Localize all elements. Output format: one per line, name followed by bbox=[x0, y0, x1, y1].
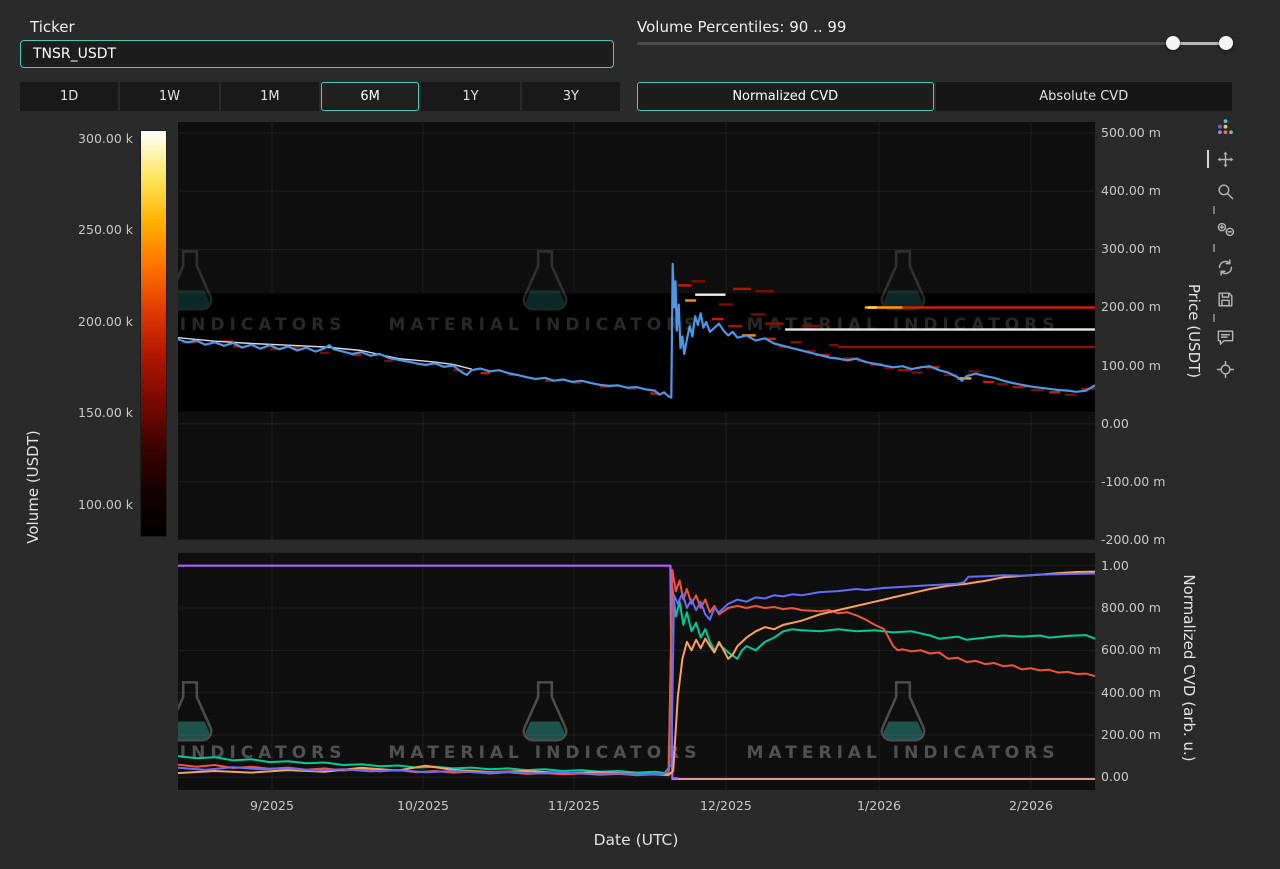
pan-icon[interactable] bbox=[1214, 148, 1236, 170]
volume-tick-label: 100.00 k bbox=[52, 497, 133, 512]
timeframe-group: 1D1W1M6M1Y3Y bbox=[20, 82, 620, 111]
modebar-separator bbox=[1213, 314, 1215, 322]
price-tick-label: -100.00 m bbox=[1101, 474, 1165, 489]
volume-axis-title: Volume (USDT) bbox=[24, 430, 42, 543]
price-tick-label: 400.00 m bbox=[1101, 183, 1161, 198]
svg-text:MATERIAL INDICATORS: MATERIAL INDICATORS bbox=[747, 315, 1060, 335]
cvd-mode-button-absolute-cvd[interactable]: Absolute CVD bbox=[936, 82, 1233, 111]
volume-tick-label: 250.00 k bbox=[52, 222, 133, 237]
cvd-tick-label: 800.00 m bbox=[1101, 600, 1161, 615]
flask-icon bbox=[178, 251, 211, 309]
cvd-tick-label: 200.00 m bbox=[1101, 727, 1161, 742]
slider-handle-low[interactable] bbox=[1166, 36, 1180, 50]
svg-text:MATERIAL INDICATORS: MATERIAL INDICATORS bbox=[389, 315, 702, 335]
cvd-mode-group: Normalized CVDAbsolute CVD bbox=[637, 82, 1232, 111]
modebar-separator bbox=[1213, 244, 1215, 252]
svg-text:MATERIAL INDICATORS: MATERIAL INDICATORS bbox=[747, 743, 1060, 763]
plotly-logo-icon[interactable] bbox=[1214, 116, 1236, 138]
date-tick-label: 12/2025 bbox=[700, 798, 752, 813]
flask-icon bbox=[882, 682, 924, 740]
flask-icon bbox=[524, 682, 566, 740]
date-tick-label: 10/2025 bbox=[397, 798, 449, 813]
price-axis-title: Price (USDT) bbox=[1185, 284, 1203, 378]
slider-handle-high[interactable] bbox=[1219, 36, 1233, 50]
price-tick-label: 100.00 m bbox=[1101, 358, 1161, 373]
date-axis-title: Date (UTC) bbox=[594, 831, 679, 849]
cvd-tick-label: 600.00 m bbox=[1101, 642, 1161, 657]
price-tick-label: 200.00 m bbox=[1101, 299, 1161, 314]
volume-colorbar bbox=[140, 130, 167, 537]
price-heatmap-chart[interactable]: MATERIAL INDICATORS MATERIAL INDICATORS MA… bbox=[178, 122, 1095, 540]
material-indicators-watermark: MATERIAL INDICATORS bbox=[389, 682, 702, 763]
ticker-label: Ticker bbox=[30, 18, 75, 36]
cvd-axis-title: Normalized CVD (arb. u.) bbox=[1180, 574, 1198, 761]
cvd-tick-label: 0.00 bbox=[1101, 769, 1129, 784]
zoom-icon[interactable] bbox=[1214, 180, 1236, 202]
zoom-in-out-icon[interactable] bbox=[1214, 218, 1236, 240]
cvd-tick-label: 1.00 bbox=[1101, 558, 1129, 573]
volume-tick-label: 200.00 k bbox=[52, 314, 133, 329]
volume-tick-label: 300.00 k bbox=[52, 131, 133, 146]
volume-tick-label: 150.00 k bbox=[52, 405, 133, 420]
date-tick-label: 2/2026 bbox=[1009, 798, 1053, 813]
volume-percentile-slider[interactable] bbox=[637, 33, 1232, 55]
flask-icon bbox=[178, 682, 211, 740]
slider-selected-range bbox=[1173, 42, 1227, 45]
material-indicators-watermark: MATERIAL INDICATORS bbox=[178, 682, 346, 763]
material-indicators-watermark: MATERIAL INDICATORS bbox=[747, 251, 1060, 335]
ticker-input[interactable] bbox=[20, 40, 614, 68]
save-image-icon[interactable] bbox=[1214, 288, 1236, 310]
price-tick-label: -200.00 m bbox=[1101, 532, 1165, 547]
svg-text:MATERIAL INDICATORS: MATERIAL INDICATORS bbox=[178, 315, 346, 335]
flask-icon bbox=[524, 251, 566, 309]
timeframe-button-1w[interactable]: 1W bbox=[120, 82, 218, 111]
reset-axes-icon[interactable] bbox=[1214, 256, 1236, 278]
spikeline-icon[interactable] bbox=[1214, 358, 1236, 380]
price-tick-label: 300.00 m bbox=[1101, 241, 1161, 256]
price-tick-label: 0.00 bbox=[1101, 416, 1129, 431]
modebar-separator bbox=[1213, 206, 1215, 214]
price-tick-label: 500.00 m bbox=[1101, 125, 1161, 140]
hover-tooltip-icon[interactable] bbox=[1214, 326, 1236, 348]
cvd-tick-label: 400.00 m bbox=[1101, 685, 1161, 700]
svg-text:MATERIAL INDICATORS: MATERIAL INDICATORS bbox=[389, 743, 702, 763]
cvd-mode-button-normalized-cvd[interactable]: Normalized CVD bbox=[637, 82, 934, 111]
material-indicators-watermark: MATERIAL INDICATORS bbox=[389, 251, 702, 335]
timeframe-button-6m[interactable]: 6M bbox=[321, 82, 419, 111]
timeframe-button-1m[interactable]: 1M bbox=[221, 82, 319, 111]
normalized-cvd-chart[interactable]: MATERIAL INDICATORS MATERIAL INDICATORS MA… bbox=[178, 553, 1095, 790]
slider-rail[interactable] bbox=[637, 42, 1232, 45]
flask-icon bbox=[882, 251, 924, 309]
date-tick-label: 1/2026 bbox=[857, 798, 901, 813]
plot-modebar bbox=[1212, 116, 1238, 380]
timeframe-button-1d[interactable]: 1D bbox=[20, 82, 118, 111]
timeframe-button-1y[interactable]: 1Y bbox=[421, 82, 519, 111]
date-tick-label: 11/2025 bbox=[548, 798, 600, 813]
timeframe-button-3y[interactable]: 3Y bbox=[522, 82, 620, 111]
date-tick-label: 9/2025 bbox=[250, 798, 294, 813]
material-indicators-watermark: MATERIAL INDICATORS bbox=[178, 251, 346, 335]
material-indicators-watermark: MATERIAL INDICATORS bbox=[747, 682, 1060, 763]
